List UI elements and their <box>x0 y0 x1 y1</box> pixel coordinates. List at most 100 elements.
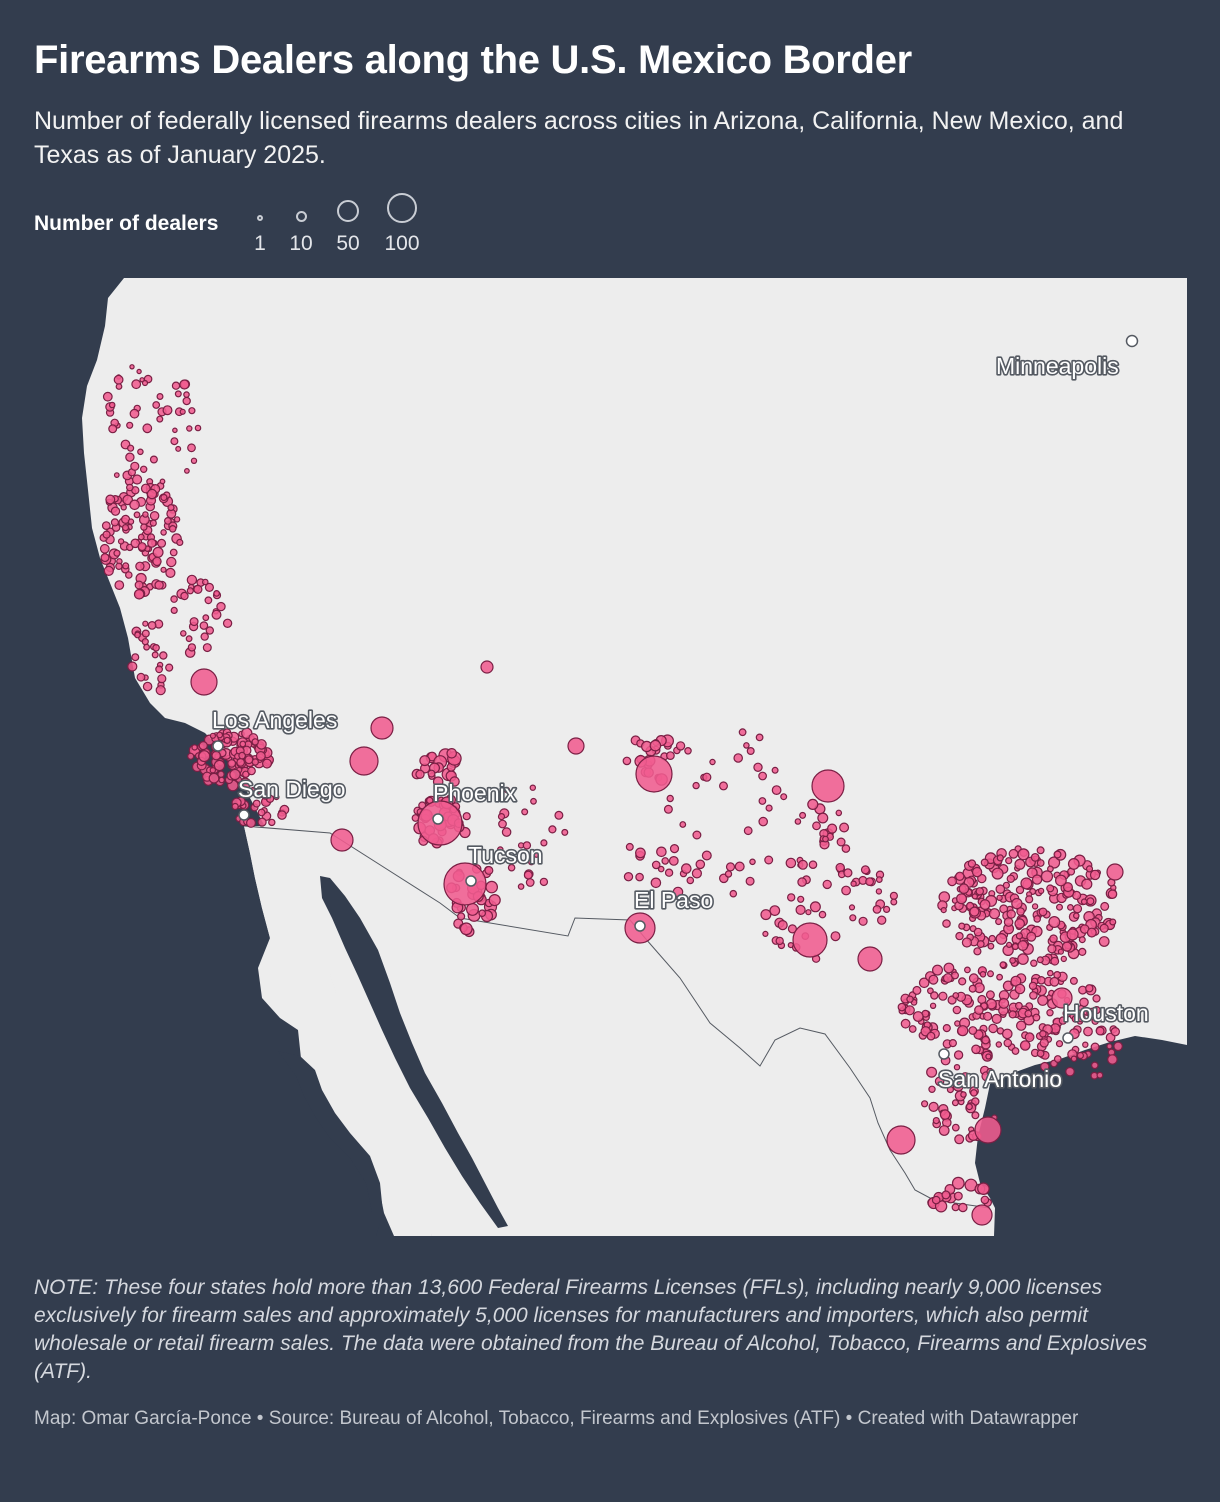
dealer-marker[interactable] <box>970 1089 978 1097</box>
dealer-marker[interactable] <box>835 862 845 873</box>
dealer-marker[interactable] <box>1095 1026 1105 1036</box>
dealer-marker[interactable] <box>1092 994 1101 1003</box>
dealer-marker[interactable] <box>443 862 487 906</box>
dealer-marker[interactable] <box>523 870 533 880</box>
dealer-marker[interactable] <box>1026 931 1037 942</box>
dealer-marker[interactable] <box>841 844 851 853</box>
dealer-marker[interactable] <box>668 856 679 866</box>
dealer-marker[interactable] <box>656 846 667 858</box>
dealer-marker[interactable] <box>822 835 829 843</box>
dealer-marker[interactable] <box>1107 889 1118 899</box>
dealer-marker[interactable] <box>213 590 221 597</box>
dealer-marker[interactable] <box>762 930 769 938</box>
dealer-marker[interactable] <box>186 574 198 586</box>
dealer-marker[interactable] <box>830 931 841 942</box>
dealer-marker[interactable] <box>974 1116 1002 1144</box>
dealer-marker[interactable] <box>926 1066 938 1078</box>
dealer-marker[interactable] <box>105 494 116 505</box>
dealer-marker[interactable] <box>108 424 118 434</box>
dealer-marker[interactable] <box>140 483 151 494</box>
dealer-marker[interactable] <box>120 504 127 511</box>
dealer-marker[interactable] <box>131 653 140 662</box>
dealer-marker[interactable] <box>952 1005 962 1015</box>
dealer-marker[interactable] <box>1030 959 1038 967</box>
dealer-marker[interactable] <box>1049 934 1058 944</box>
dealer-marker[interactable] <box>199 621 209 630</box>
dealer-marker[interactable] <box>1047 944 1057 954</box>
dealer-marker[interactable] <box>1100 901 1110 911</box>
dealer-marker[interactable] <box>947 876 957 887</box>
dealer-marker[interactable] <box>931 1195 941 1205</box>
dealer-marker[interactable] <box>485 880 498 894</box>
dealer-marker[interactable] <box>501 827 512 837</box>
dealer-marker[interactable] <box>954 1134 965 1145</box>
dealer-marker[interactable] <box>835 809 843 817</box>
dealer-marker[interactable] <box>1053 1055 1062 1063</box>
dealer-marker[interactable] <box>843 868 853 878</box>
dealer-marker[interactable] <box>724 870 733 878</box>
dealer-marker[interactable] <box>180 591 189 601</box>
dealer-marker[interactable] <box>872 905 882 914</box>
dealer-marker[interactable] <box>906 995 914 1003</box>
dealer-marker[interactable] <box>209 767 216 774</box>
dealer-marker[interactable] <box>1008 848 1019 859</box>
dealer-marker[interactable] <box>1058 1016 1068 1025</box>
dealer-marker[interactable] <box>110 506 121 516</box>
dealer-marker[interactable] <box>1047 856 1061 869</box>
dealer-marker[interactable] <box>955 871 965 882</box>
dealer-marker[interactable] <box>934 1076 945 1087</box>
dealer-marker[interactable] <box>733 753 743 763</box>
dealer-marker[interactable] <box>209 732 216 739</box>
dealer-marker[interactable] <box>988 934 996 943</box>
dealer-marker[interactable] <box>1086 897 1095 906</box>
dealer-marker[interactable] <box>1049 976 1060 987</box>
dealer-marker[interactable] <box>179 408 186 415</box>
dealer-marker[interactable] <box>792 922 828 958</box>
dealer-marker[interactable] <box>1025 895 1034 904</box>
dealer-marker[interactable] <box>1053 850 1062 859</box>
dealer-marker[interactable] <box>625 842 634 851</box>
dealer-marker[interactable] <box>180 630 187 637</box>
dealer-marker[interactable] <box>1036 846 1045 855</box>
dealer-marker[interactable] <box>129 408 140 419</box>
dealer-marker[interactable] <box>958 977 967 986</box>
dealer-marker[interactable] <box>103 565 114 576</box>
dealer-marker[interactable] <box>1015 932 1024 940</box>
dealer-marker[interactable] <box>200 632 209 641</box>
dealer-marker[interactable] <box>692 781 700 790</box>
dealer-marker[interactable] <box>908 1025 917 1033</box>
dealer-marker[interactable] <box>156 392 164 400</box>
dealer-marker[interactable] <box>251 738 259 746</box>
dealer-marker[interactable] <box>432 776 444 787</box>
dealer-marker[interactable] <box>202 578 209 586</box>
dealer-marker[interactable] <box>190 668 218 696</box>
dealer-marker[interactable] <box>216 731 224 739</box>
dealer-marker[interactable] <box>147 621 157 630</box>
dealer-marker[interactable] <box>904 1005 915 1016</box>
dealer-marker[interactable] <box>99 543 110 554</box>
dealer-marker[interactable] <box>175 445 182 452</box>
dealer-marker[interactable] <box>155 685 166 696</box>
dealer-marker[interactable] <box>1019 1040 1031 1051</box>
city-dot-minneapolis[interactable] <box>1125 334 1139 348</box>
dealer-marker[interactable] <box>193 584 203 594</box>
dealer-marker[interactable] <box>1090 1042 1100 1052</box>
dealer-marker[interactable] <box>967 859 977 868</box>
dealer-marker[interactable] <box>273 793 280 801</box>
dealer-marker[interactable] <box>1015 885 1025 895</box>
dealer-marker[interactable] <box>129 364 135 370</box>
dealer-marker[interactable] <box>1011 897 1023 910</box>
dealer-marker[interactable] <box>973 927 983 937</box>
dealer-marker[interactable] <box>663 804 673 814</box>
dealer-marker[interactable] <box>1085 865 1094 873</box>
dealer-marker[interactable] <box>900 1018 911 1029</box>
dealer-marker[interactable] <box>238 751 246 760</box>
dealer-marker[interactable] <box>746 747 755 756</box>
dealer-marker[interactable] <box>1066 904 1074 911</box>
dealer-marker[interactable] <box>142 511 149 518</box>
dealer-marker[interactable] <box>218 776 226 784</box>
dealer-marker[interactable] <box>1062 882 1073 893</box>
dealer-marker[interactable] <box>202 614 210 622</box>
dealer-marker[interactable] <box>1039 1029 1047 1038</box>
dealer-marker[interactable] <box>187 752 195 760</box>
